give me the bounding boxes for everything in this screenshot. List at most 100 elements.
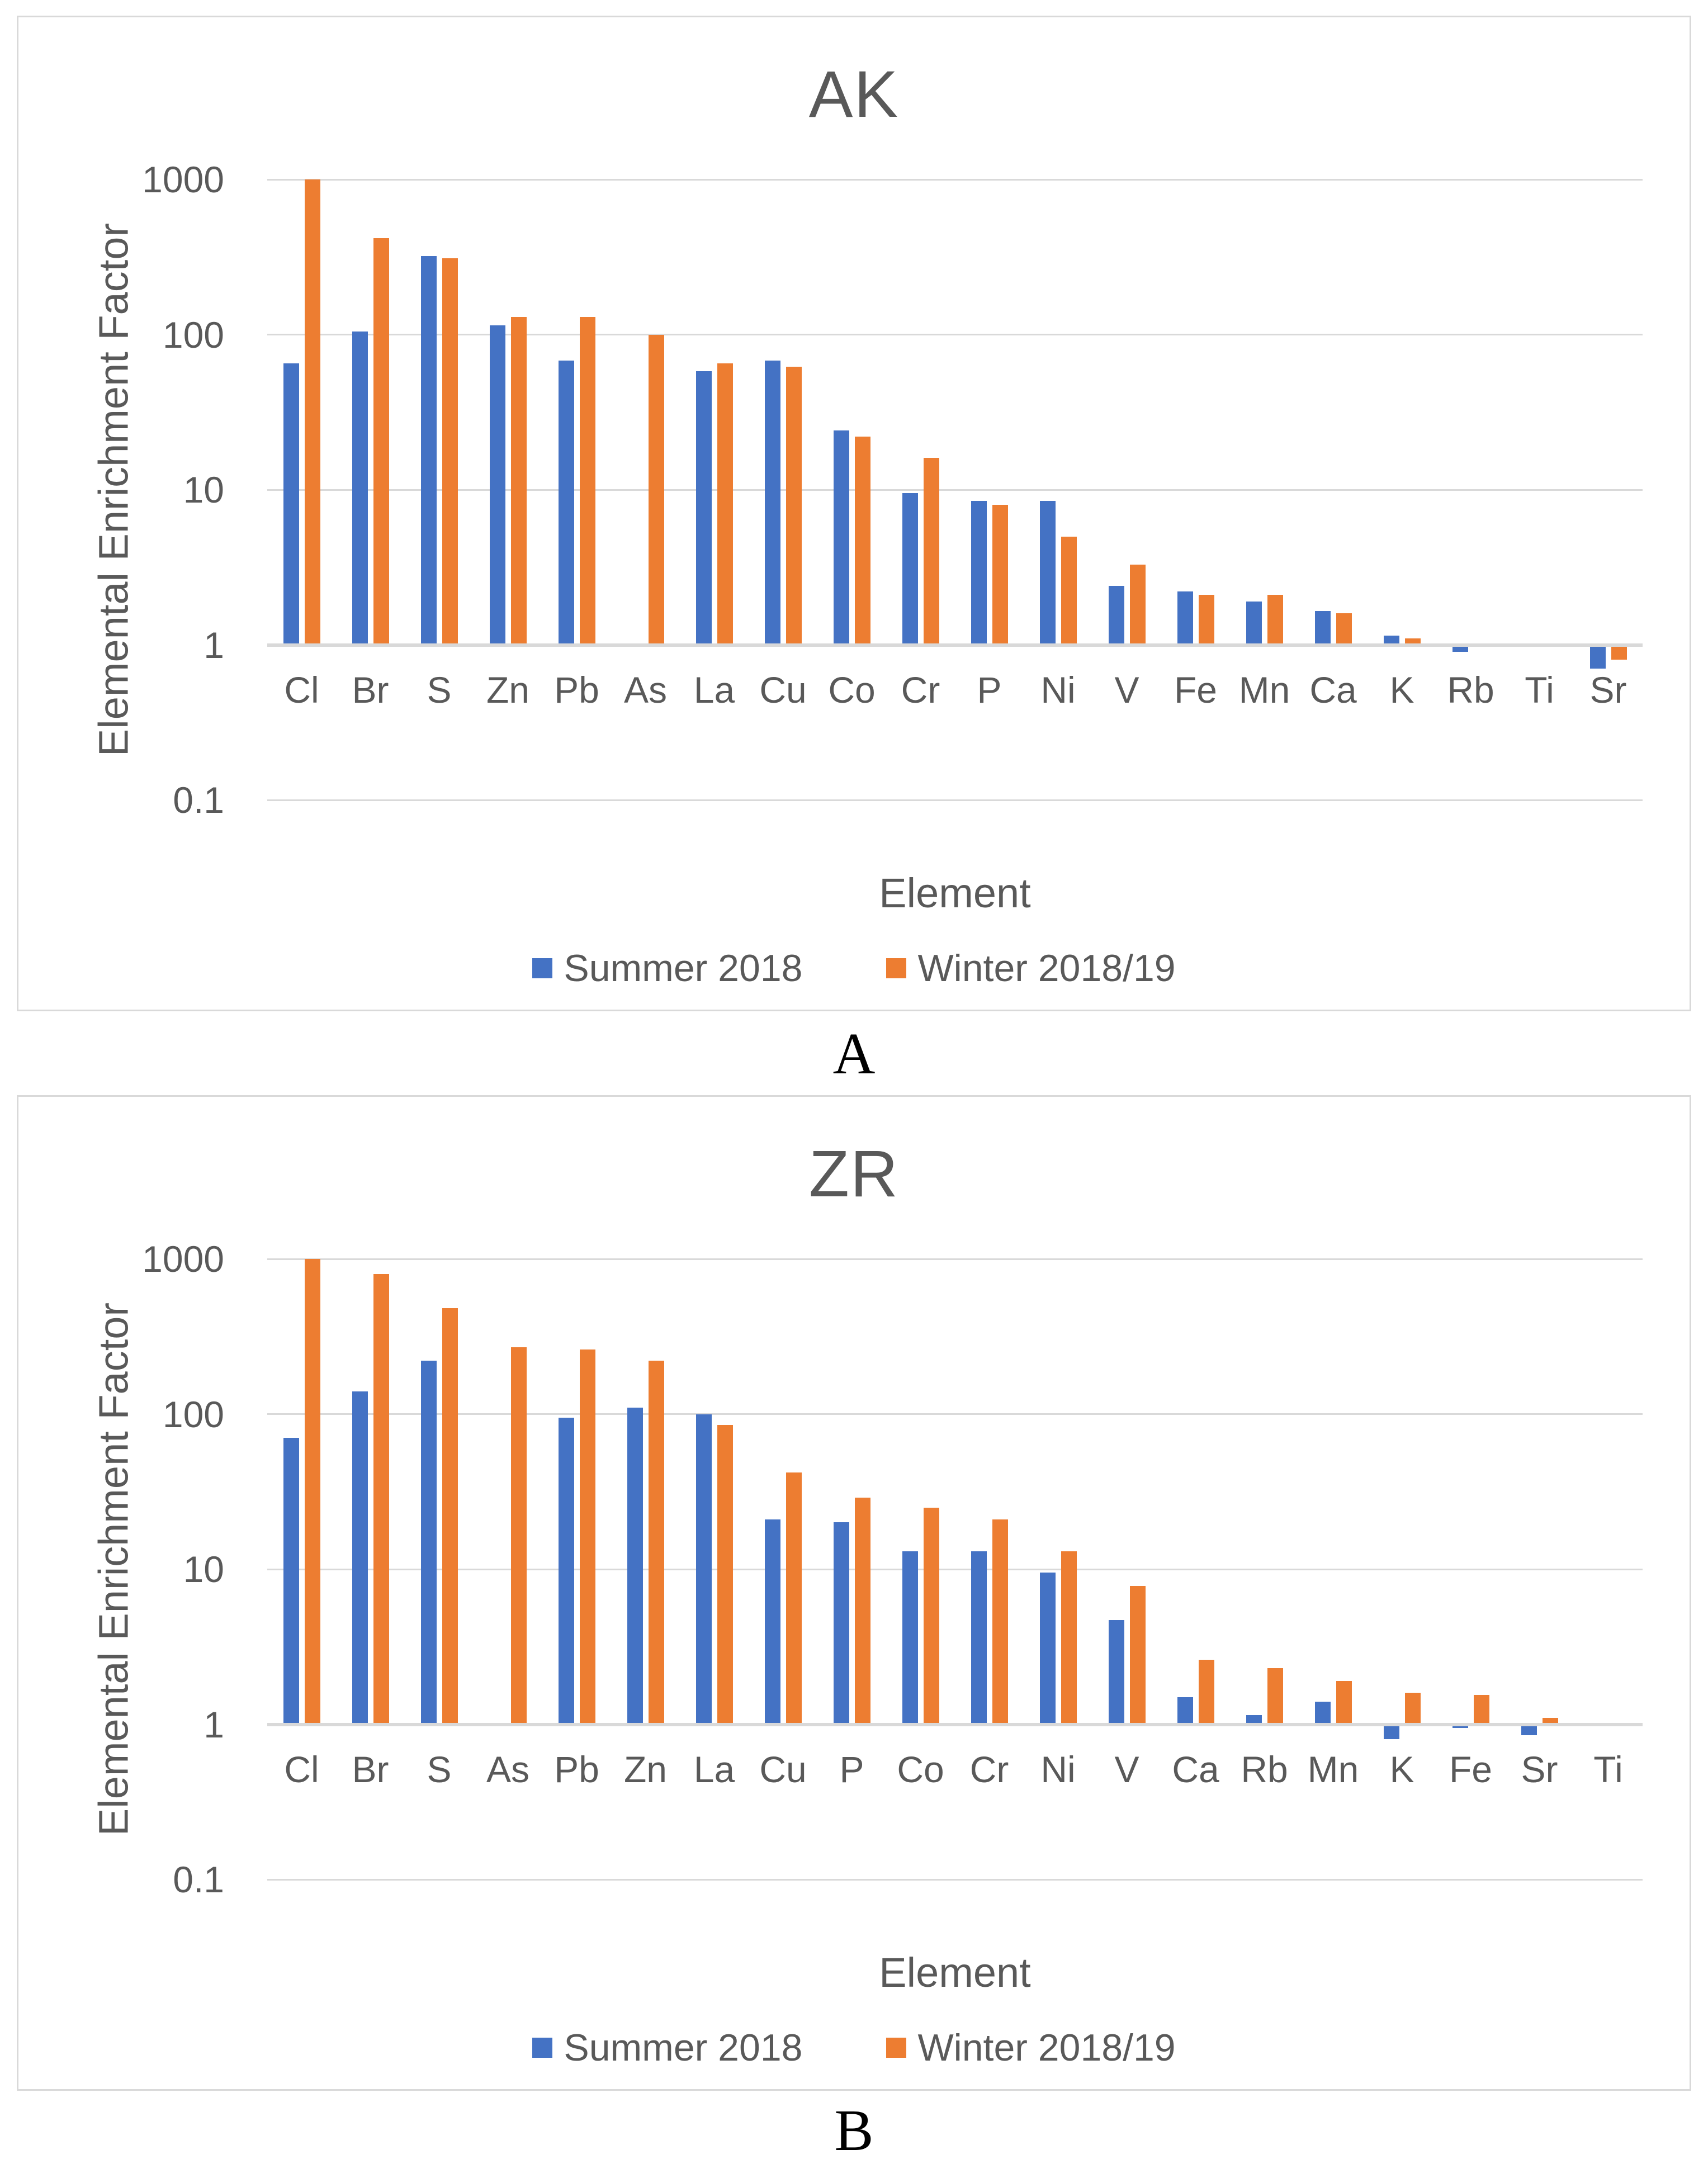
- x-tick-label-La: La: [693, 1749, 735, 1790]
- gridline: [267, 1878, 1643, 1881]
- y-axis-tick-labels: 1000 100 10 1 0.1: [18, 1097, 224, 2089]
- x-tick-label-K: K: [1389, 669, 1414, 711]
- x-tick-label-Pb: Pb: [554, 669, 599, 711]
- x-tick-label-Cr: Cr: [901, 669, 940, 711]
- bar-winter-As: [510, 1347, 527, 1725]
- legend-marker-summer: [532, 2038, 553, 2058]
- x-tick-label-V: V: [1114, 1749, 1139, 1790]
- x-axis-tick-labels: Cl Br S Zn Pb As La Cu Co Cr P Ni V Fe Mn Ca K Rb Ti Sr: [267, 669, 1643, 719]
- bar-summer-Br: [352, 1391, 368, 1725]
- bar-summer-Fe: [1452, 1724, 1468, 1728]
- x-tick-label-Cu: Cu: [759, 669, 807, 711]
- x-tick-label-Sr: Sr: [1521, 1749, 1558, 1790]
- bar-winter-Rb: [1267, 1668, 1283, 1725]
- x-tick-label-Rb: Rb: [1241, 1749, 1288, 1790]
- bar-summer-Zn: [489, 325, 505, 645]
- bar-summer-La: [695, 1414, 712, 1725]
- bar-summer-Cl: [283, 1438, 299, 1725]
- legend-label-summer: Summer 2018: [564, 947, 803, 989]
- x-tick-label-Co: Co: [897, 1749, 944, 1790]
- x-tick-label-Br: Br: [352, 669, 389, 711]
- x-tick-label-Ti: Ti: [1593, 1749, 1623, 1790]
- x-tick-label-Zn: Zn: [623, 1749, 668, 1790]
- chart-panel-ak: AK Elemental Enrichment Factor 1000 100 10…: [17, 16, 1691, 1011]
- plot-area: [267, 1097, 1643, 2089]
- bar-winter-Cr: [992, 1519, 1008, 1725]
- bar-winter-K: [1404, 638, 1421, 645]
- bar-summer-K: [1383, 1724, 1399, 1740]
- bar-winter-Br: [373, 1273, 389, 1725]
- bar-winter-Mn: [1336, 1681, 1352, 1725]
- x-tick-label-V: V: [1114, 669, 1139, 711]
- bar-winter-Pb: [579, 1349, 595, 1725]
- plot-area: [267, 17, 1643, 1010]
- bar-winter-Co: [854, 436, 870, 645]
- bar-winter-Cl: [304, 1259, 320, 1725]
- x-axis-title: Element: [879, 870, 1031, 916]
- bar-summer-P: [971, 500, 987, 645]
- bar-summer-Cu: [764, 360, 780, 645]
- x-tick-label-Cu: Cu: [759, 1749, 807, 1790]
- gridline: [267, 1258, 1643, 1260]
- bar-summer-K: [1383, 635, 1399, 645]
- x-tick-label-Br: Br: [352, 1749, 389, 1790]
- x-tick-label-Cl: Cl: [284, 669, 319, 711]
- x-tick-label-Sr: Sr: [1589, 669, 1627, 711]
- bar-winter-Cu: [786, 1472, 802, 1725]
- bar-summer-Cr: [902, 493, 918, 645]
- x-tick-label-Fe: Fe: [1449, 1749, 1493, 1790]
- bar-winter-S: [442, 1308, 458, 1725]
- x-tick-label-K: K: [1389, 1749, 1414, 1790]
- bar-winter-Mn: [1267, 595, 1283, 645]
- bar-winter-V: [1129, 564, 1146, 645]
- bar-winter-La: [717, 363, 733, 645]
- x-tick-label-S: S: [427, 669, 452, 711]
- legend-marker-winter: [886, 958, 907, 978]
- panel-label-a: A: [832, 1020, 876, 1086]
- legend-marker-summer: [532, 958, 553, 978]
- bar-winter-Cu: [786, 367, 802, 645]
- bar-summer-S: [420, 1361, 437, 1725]
- x-tick-label-La: La: [693, 669, 735, 711]
- legend-label-summer: Summer 2018: [564, 2026, 803, 2069]
- bar-summer-Co: [833, 430, 849, 645]
- bar-summer-Br: [352, 331, 368, 645]
- x-tick-label-Rb: Rb: [1447, 669, 1494, 711]
- bar-winter-Sr: [1542, 1718, 1558, 1725]
- gridline: [267, 1568, 1643, 1570]
- bar-summer-Ca: [1177, 1697, 1193, 1725]
- y-tick-label: 1000: [142, 1238, 224, 1280]
- legend-item-summer: Summer 2018: [532, 2026, 802, 2070]
- y-tick-label: 100: [162, 314, 224, 356]
- x-tick-label-Pb: Pb: [554, 1749, 599, 1790]
- legend-marker-winter: [886, 2038, 907, 2058]
- bar-summer-Pb: [558, 1417, 574, 1725]
- x-tick-label-Ca: Ca: [1172, 1749, 1219, 1790]
- bar-summer-Cu: [764, 1519, 780, 1725]
- bar-summer-Ni: [1039, 1573, 1056, 1725]
- bar-summer-Mn: [1314, 1701, 1331, 1725]
- gridline: [267, 799, 1643, 801]
- y-tick-label: 0.1: [173, 1859, 224, 1900]
- bar-winter-Zn: [648, 1361, 664, 1725]
- x-tick-label-As: As: [623, 669, 668, 711]
- legend-label-winter: Winter 2018/19: [917, 2026, 1176, 2069]
- bar-winter-Ni: [1061, 536, 1077, 645]
- legend: Summer 2018 Winter 2018/19: [18, 2026, 1690, 2070]
- x-tick-label-Cl: Cl: [284, 1749, 319, 1790]
- bar-summer-Sr: [1589, 645, 1606, 669]
- legend-item-winter: Winter 2018/19: [886, 2026, 1176, 2070]
- y-tick-label: 10: [183, 469, 224, 510]
- gridline: [267, 334, 1643, 335]
- x-tick-label-Ti: Ti: [1525, 669, 1554, 711]
- bar-summer-Ca: [1314, 611, 1331, 645]
- bar-summer-Mn: [1246, 602, 1262, 645]
- bar-winter-Cl: [304, 179, 320, 645]
- bar-summer-Fe: [1177, 591, 1193, 645]
- bar-winter-As: [648, 334, 664, 645]
- bar-summer-Cr: [971, 1551, 987, 1725]
- x-tick-label-P: P: [977, 669, 1002, 711]
- panel-label-b: B: [834, 2097, 874, 2163]
- bar-winter-Fe: [1198, 595, 1214, 645]
